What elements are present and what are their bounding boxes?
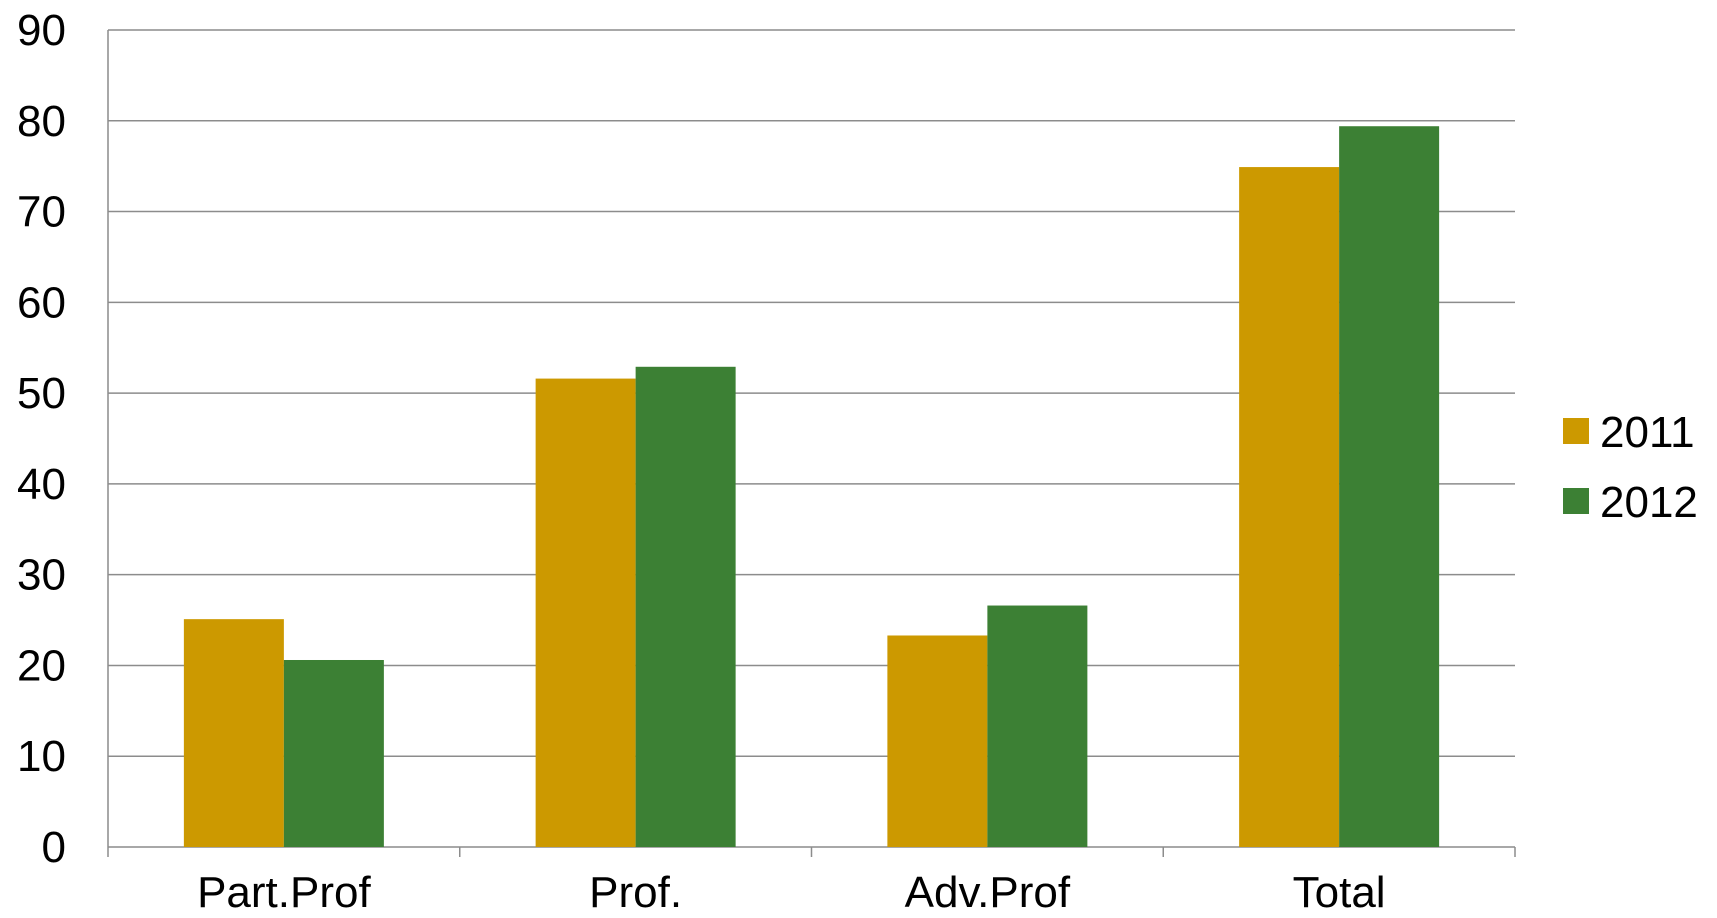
bar-2011-Part.Prof bbox=[183, 619, 284, 847]
x-category-label: Part.Prof bbox=[197, 868, 371, 917]
bar-2011-Adv.Prof bbox=[887, 635, 988, 847]
legend-swatch-2012 bbox=[1563, 488, 1589, 514]
legend: 2011 2012 bbox=[1563, 408, 1698, 527]
bar-2012-Prof. bbox=[635, 366, 736, 847]
x-category-label: Adv.Prof bbox=[905, 868, 1071, 917]
bar-2012-Adv.Prof bbox=[987, 605, 1088, 847]
x-category-label: Total bbox=[1293, 868, 1386, 917]
y-tick-label: 10 bbox=[17, 732, 66, 781]
bar-2011-Prof. bbox=[535, 378, 636, 847]
bar-2012-Total bbox=[1339, 126, 1440, 848]
y-tick-label: 0 bbox=[42, 823, 66, 872]
y-tick-label: 20 bbox=[17, 641, 66, 690]
y-tick-label: 70 bbox=[17, 188, 66, 237]
y-tick-label: 40 bbox=[17, 460, 66, 509]
bar-2011-Total bbox=[1239, 167, 1340, 847]
bar-2012-Part.Prof bbox=[283, 659, 384, 847]
bars bbox=[183, 126, 1440, 848]
legend-swatch-2011 bbox=[1563, 418, 1589, 444]
y-tick-label: 80 bbox=[17, 97, 66, 146]
y-tick-label: 60 bbox=[17, 278, 66, 327]
legend-label-2012: 2012 bbox=[1600, 478, 1698, 527]
axis-labels: 0 10 20 30 40 50 60 70 80 90 Part.Prof Prof. Adv.Pro… bbox=[17, 6, 1386, 917]
legend-label-2011: 2011 bbox=[1600, 408, 1695, 457]
y-tick-label: 90 bbox=[17, 6, 66, 55]
x-category-label: Prof. bbox=[589, 868, 682, 917]
y-tick-label: 50 bbox=[17, 369, 66, 418]
y-tick-label: 30 bbox=[17, 551, 66, 600]
